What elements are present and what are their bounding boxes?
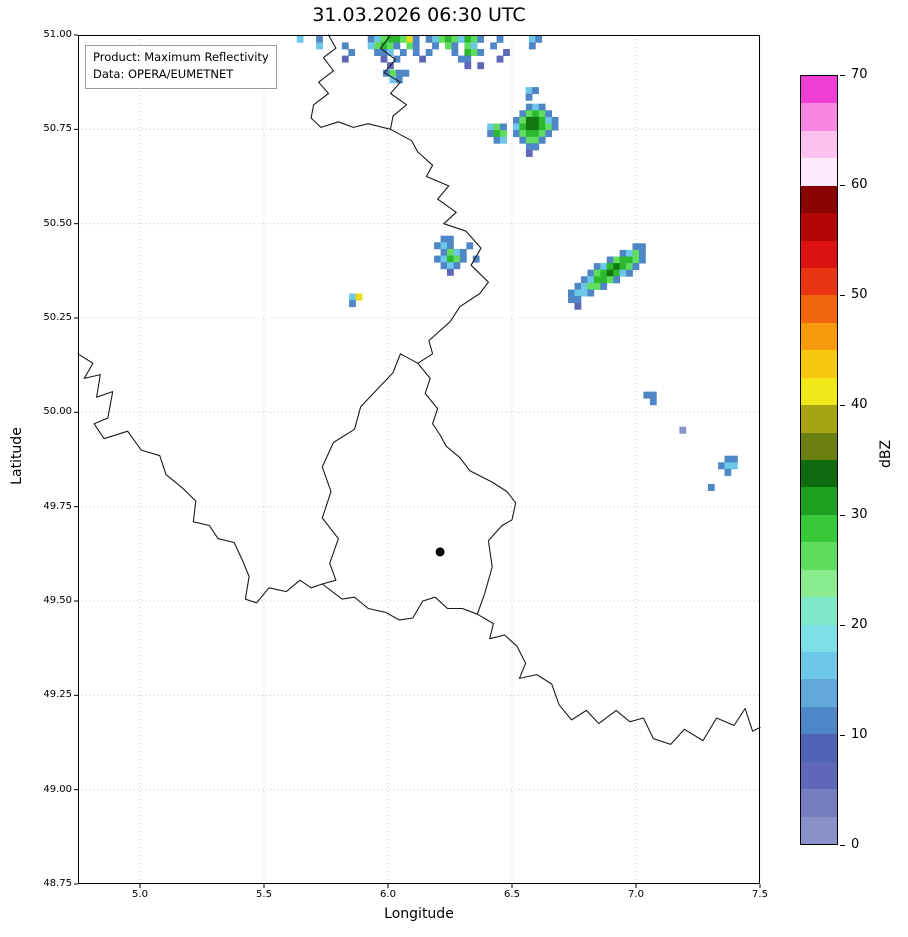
colorbar-band <box>801 816 837 844</box>
colorbar-tick-label: 0 <box>851 837 860 852</box>
axis-ticks <box>74 34 761 888</box>
colorbar-band <box>801 706 837 735</box>
colorbar-tick-label: 20 <box>851 617 868 632</box>
y-tick-label: 50.00 <box>43 406 72 418</box>
colorbar-band <box>801 240 837 268</box>
colorbar-band <box>801 733 837 762</box>
colorbar-tick-label: 10 <box>851 727 868 742</box>
info-box: Product: Maximum Reflectivity Data: OPER… <box>85 45 277 89</box>
colorbar-band <box>801 487 837 515</box>
colorbar-band <box>801 130 837 159</box>
colorbar-tick-label: 40 <box>851 397 868 412</box>
info-datasource-line: Data: OPERA/EUMETNET <box>93 67 234 82</box>
colorbar-gradient <box>800 75 838 845</box>
colorbar-tick-label: 50 <box>851 287 868 302</box>
colorbar-band <box>801 541 837 570</box>
x-tick-label: 6.0 <box>380 889 396 900</box>
map-canvas <box>74 34 761 888</box>
colorbar-tick <box>840 404 845 406</box>
y-tick-label: 51.00 <box>43 29 72 40</box>
colorbar-band <box>801 377 837 406</box>
colorbar-band <box>801 349 837 378</box>
y-tick-label: 50.50 <box>43 217 72 229</box>
colorbar <box>800 75 838 845</box>
colorbar-tick <box>840 294 845 296</box>
colorbar-band <box>801 761 837 790</box>
colorbar-band <box>801 295 837 323</box>
colorbar-band <box>801 267 837 296</box>
y-tick-label: 49.75 <box>43 500 72 512</box>
colorbar-band <box>801 679 837 707</box>
x-tick-label: 6.5 <box>504 889 520 900</box>
colorbar-tick <box>840 74 845 76</box>
colorbar-label: dBZ <box>878 439 894 469</box>
colorbar-tick-label: 30 <box>851 507 868 522</box>
y-tick-label: 48.75 <box>43 878 72 889</box>
colorbar-band <box>801 459 837 488</box>
colorbar-band <box>801 103 837 131</box>
colorbar-band <box>801 651 837 680</box>
colorbar-tick <box>840 624 845 626</box>
colorbar-band <box>801 212 837 241</box>
colorbar-tick-label: 70 <box>851 67 868 82</box>
colorbar-band <box>801 569 837 598</box>
colorbar-tick-label: 60 <box>851 177 868 192</box>
radar-site-marker <box>435 547 445 557</box>
colorbar-band <box>801 624 837 652</box>
colorbar-band <box>801 322 837 351</box>
colorbar-band <box>801 157 837 186</box>
country-borders <box>77 34 761 745</box>
info-product-line: Product: Maximum Reflectivity <box>93 50 269 64</box>
y-tick-label: 50.25 <box>43 312 72 323</box>
colorbar-band <box>801 75 837 104</box>
colorbar-band <box>801 432 837 460</box>
plot-frame <box>78 35 760 884</box>
colorbar-band <box>801 185 837 214</box>
colorbar-band <box>801 788 837 817</box>
plot-area: Product: Maximum Reflectivity Data: OPER… <box>74 34 761 888</box>
y-tick-label: 49.50 <box>43 595 72 606</box>
x-tick-label: 5.0 <box>132 889 148 900</box>
y-tick-label: 49.00 <box>43 783 72 795</box>
y-tick-label: 50.75 <box>43 123 72 135</box>
radar-echoes <box>296 35 738 491</box>
plot-title: 31.03.2026 06:30 UTC <box>312 4 526 26</box>
x-tick-label: 7.5 <box>752 889 768 900</box>
colorbar-band <box>801 596 837 625</box>
grid-lines <box>78 34 761 885</box>
x-tick-label: 7.0 <box>628 889 644 900</box>
colorbar-tick <box>840 844 845 846</box>
x-axis-label: Longitude <box>384 906 454 922</box>
colorbar-tick <box>840 734 845 736</box>
x-tick-label: 5.5 <box>256 889 272 900</box>
colorbar-tick <box>840 184 845 186</box>
colorbar-band <box>801 404 837 433</box>
colorbar-tick <box>840 514 845 516</box>
colorbar-band <box>801 514 837 543</box>
y-tick-label: 49.25 <box>43 689 72 701</box>
